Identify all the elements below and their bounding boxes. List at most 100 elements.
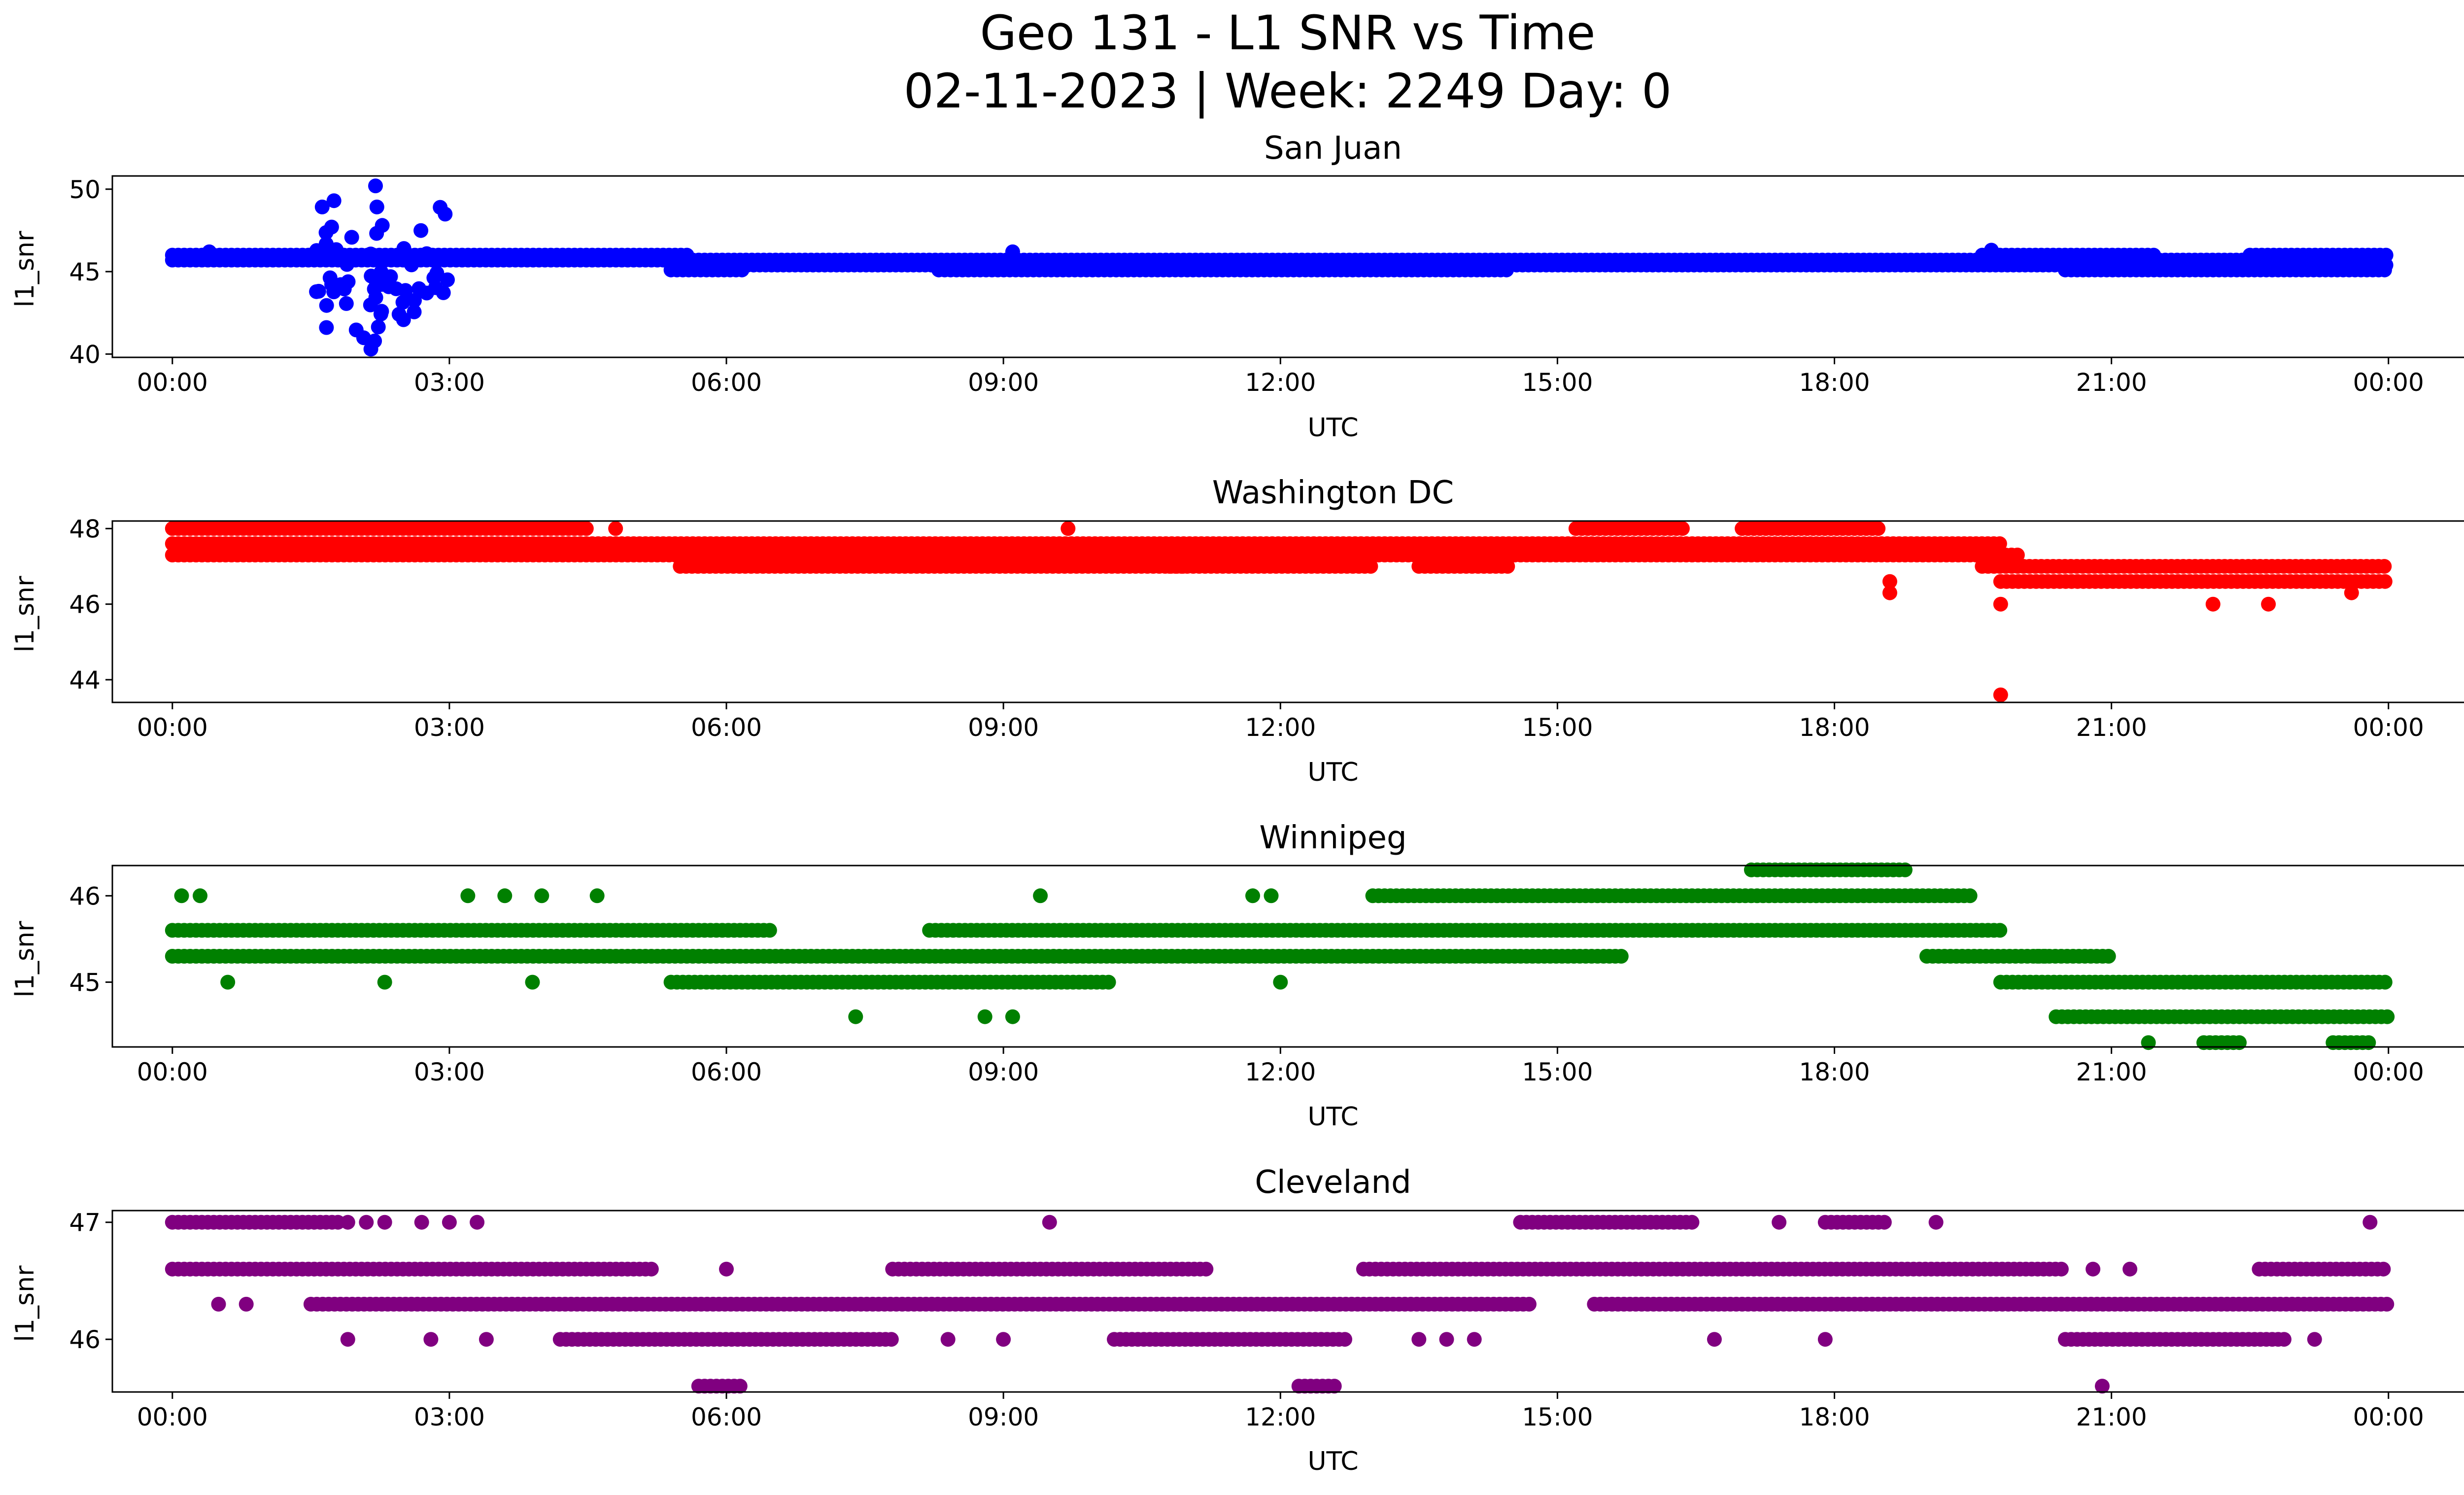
x-tick-label: 21:00 bbox=[2076, 1058, 2147, 1086]
y-tick-label: 46 bbox=[69, 882, 101, 910]
data-point bbox=[413, 223, 429, 238]
data-point bbox=[440, 272, 455, 287]
data-point bbox=[375, 218, 390, 233]
data-point bbox=[644, 1261, 659, 1277]
x-tick-label: 09:00 bbox=[968, 1403, 1039, 1431]
data-point bbox=[396, 241, 411, 256]
y-tick-label: 50 bbox=[69, 175, 101, 204]
data-point bbox=[407, 293, 422, 308]
y-tick-label: 45 bbox=[69, 969, 101, 997]
data-point bbox=[1871, 521, 1886, 536]
x-tick-label: 00:00 bbox=[2353, 368, 2424, 397]
data-point bbox=[2307, 1332, 2322, 1347]
data-point bbox=[1675, 521, 1690, 536]
data-point bbox=[1882, 585, 1897, 600]
x-tick-label: 03:00 bbox=[414, 1403, 485, 1431]
x-tick-label: 12:00 bbox=[1245, 1403, 1316, 1431]
data-point bbox=[2276, 1332, 2292, 1347]
data-point bbox=[1467, 1332, 1482, 1347]
subplot-title: Cleveland bbox=[1255, 1164, 1411, 1201]
data-point bbox=[1042, 1215, 1057, 1230]
data-point bbox=[2010, 548, 2025, 562]
data-point bbox=[1897, 862, 1913, 877]
data-point bbox=[220, 974, 236, 990]
y-tick-label: 44 bbox=[69, 666, 101, 695]
data-point bbox=[442, 1215, 457, 1230]
data-points bbox=[165, 521, 2393, 702]
data-point bbox=[2377, 559, 2392, 574]
data-point bbox=[1327, 1379, 1342, 1394]
data-point bbox=[2094, 1379, 2110, 1394]
data-point bbox=[525, 974, 540, 990]
figure-title-line2: 02-11-2023 | Week: 2249 Day: 0 bbox=[904, 64, 1672, 119]
x-tick-label: 00:00 bbox=[2353, 1058, 2424, 1086]
x-tick-label: 06:00 bbox=[691, 713, 762, 742]
data-point bbox=[2053, 1261, 2069, 1277]
x-tick-label: 06:00 bbox=[691, 1403, 762, 1431]
plot-frame bbox=[111, 520, 2464, 703]
subplot-washington-dc: Washington DC l1_snr UTC 00:00 03:00 06:00… bbox=[10, 475, 2464, 787]
data-point bbox=[1882, 574, 1897, 589]
data-point bbox=[1992, 536, 2007, 551]
data-point bbox=[534, 888, 549, 904]
y-tick-label: 46 bbox=[69, 1325, 101, 1354]
subplot-winnipeg: Winnipeg l1_snr UTC 00:00 03:00 06:00 09:00… bbox=[10, 820, 2464, 1132]
data-point bbox=[1499, 262, 1514, 278]
data-point bbox=[2232, 1035, 2247, 1050]
x-axis-label: UTC bbox=[1307, 413, 1358, 443]
x-tick-label: 15:00 bbox=[1522, 713, 1593, 742]
x-tick-label: 15:00 bbox=[1522, 368, 1593, 397]
data-point bbox=[174, 888, 189, 904]
axis-ticks: 00:00 03:00 06:00 09:00 12:00 15:00 18:00 21:00… bbox=[69, 882, 2424, 1086]
data-point bbox=[441, 249, 456, 264]
data-point bbox=[389, 281, 404, 296]
data-point bbox=[1005, 244, 1020, 259]
data-point bbox=[940, 1332, 956, 1347]
data-point bbox=[2379, 1296, 2395, 1312]
data-point bbox=[359, 1215, 374, 1230]
data-point bbox=[1245, 888, 1260, 904]
x-axis-label: UTC bbox=[1307, 758, 1358, 787]
data-point bbox=[2086, 1261, 2101, 1277]
data-point bbox=[1993, 687, 2008, 702]
data-point bbox=[377, 1215, 392, 1230]
x-tick-label: 00:00 bbox=[2353, 1403, 2424, 1431]
x-tick-label: 00:00 bbox=[137, 713, 208, 742]
data-point bbox=[1817, 1332, 1833, 1347]
data-point bbox=[423, 1332, 439, 1347]
data-points bbox=[165, 1215, 2395, 1394]
data-point bbox=[377, 974, 392, 990]
data-point bbox=[884, 1332, 899, 1347]
data-point bbox=[1411, 1332, 1427, 1347]
x-tick-label: 15:00 bbox=[1522, 1403, 1593, 1431]
data-point bbox=[339, 296, 354, 311]
data-point bbox=[1264, 888, 1279, 904]
data-point bbox=[407, 304, 422, 319]
y-axis-label: l1_snr bbox=[10, 576, 40, 653]
x-tick-label: 18:00 bbox=[1799, 1058, 1870, 1086]
data-point bbox=[329, 242, 344, 257]
data-point bbox=[314, 199, 330, 214]
subplot-title: San Juan bbox=[1264, 130, 1402, 167]
data-point bbox=[326, 284, 342, 300]
data-point bbox=[324, 219, 339, 235]
subplot-san-juan: San Juan l1_snr UTC 00:00 03:00 06:00 09:00… bbox=[10, 130, 2464, 443]
data-point bbox=[1439, 1332, 1454, 1347]
data-point bbox=[479, 1332, 494, 1347]
data-point bbox=[309, 284, 324, 299]
data-point bbox=[579, 521, 594, 536]
data-point bbox=[2261, 596, 2276, 612]
plot-frame bbox=[111, 865, 2464, 1048]
data-point bbox=[996, 1332, 1011, 1347]
data-point bbox=[1101, 974, 1116, 990]
axis-ticks: 00:00 03:00 06:00 09:00 12:00 15:00 18:00 21:00… bbox=[69, 175, 2424, 397]
data-point bbox=[2376, 1261, 2391, 1277]
data-point bbox=[762, 923, 777, 938]
data-point bbox=[1363, 559, 1378, 574]
y-axis-label: l1_snr bbox=[10, 231, 40, 308]
x-tick-label: 21:00 bbox=[2076, 1403, 2147, 1431]
subplot-title: Washington DC bbox=[1212, 475, 1454, 511]
data-point bbox=[977, 1009, 992, 1024]
x-tick-label: 18:00 bbox=[1799, 1403, 1870, 1431]
data-point bbox=[363, 342, 378, 357]
